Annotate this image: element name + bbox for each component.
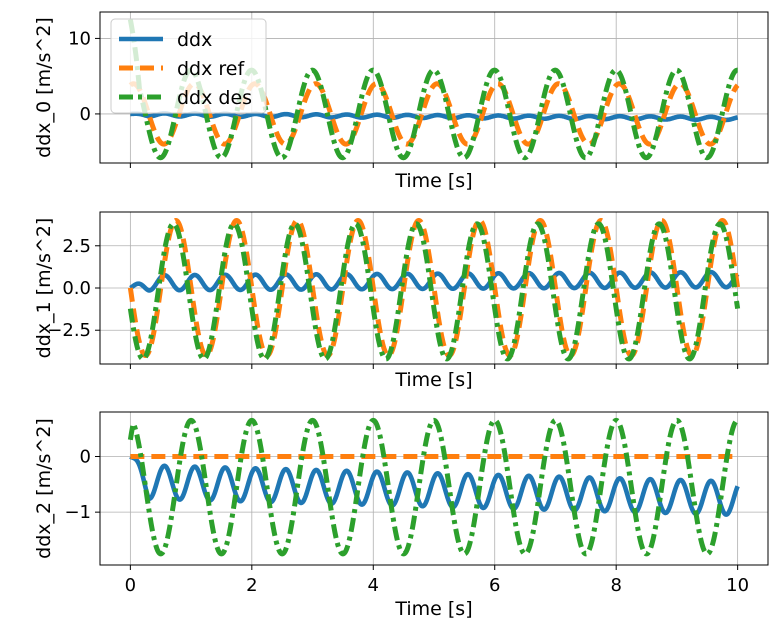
series-line-des <box>127 19 740 161</box>
series-lines <box>127 217 741 362</box>
subplot-0: 0 10 Time [s] ddx_0 [m/s^2] <box>33 11 769 192</box>
x-tick-label: 10 <box>726 575 749 596</box>
y-tick-label: 0 <box>80 447 91 468</box>
y-axis-label: ddx_1 [m/s^2] <box>33 218 55 359</box>
y-tick-label: −2.5 <box>47 320 91 341</box>
series-line-ddx <box>128 111 740 123</box>
series-lines <box>127 19 740 161</box>
series-line-des <box>127 221 741 362</box>
x-tick-label: 6 <box>489 575 500 596</box>
y-tick-label: 0 <box>80 104 91 125</box>
grid <box>100 412 768 565</box>
axes-frame <box>99 11 769 164</box>
y-axis-label: ddx_2 [m/s^2] <box>33 418 55 559</box>
legend: ddx ddx ref ddx des <box>110 18 267 114</box>
y-tick-label: 0.0 <box>62 278 91 299</box>
y-axis-label: ddx_0 [m/s^2] <box>33 17 55 158</box>
series-lines <box>127 417 740 557</box>
series-line-des <box>127 417 740 557</box>
x-axis-label: Time [s] <box>394 170 472 192</box>
x-tick-label: 0 <box>125 575 136 596</box>
legend-box <box>110 18 267 114</box>
x-tick-label: 2 <box>246 575 257 596</box>
subplots: 0 10 Time [s] ddx_0 [m/s^2] −2.5 0.0 2.5 Time [… <box>33 11 769 620</box>
series-line-ddx <box>128 454 740 517</box>
y-tick-label: −1 <box>64 502 91 523</box>
x-axis-label: Time [s] <box>394 598 472 620</box>
y-tick-label: 10 <box>68 28 91 49</box>
legend-label-des: ddx des <box>177 87 252 109</box>
legend-label-ref: ddx ref <box>177 58 245 80</box>
x-tick-label: 4 <box>368 575 379 596</box>
subplot-1: −2.5 0.0 2.5 Time [s] ddx_1 [m/s^2] <box>33 211 769 391</box>
subplot-2: 0 2 4 6 8 10 −1 0 Time [s] ddx_2 [m/s^2] <box>33 411 769 620</box>
legend-label-ddx: ddx <box>177 29 212 51</box>
y-tick-label: 2.5 <box>62 236 91 257</box>
x-axis-label: Time [s] <box>394 369 472 391</box>
axes-frame <box>99 411 769 566</box>
x-tick-label: 8 <box>610 575 621 596</box>
